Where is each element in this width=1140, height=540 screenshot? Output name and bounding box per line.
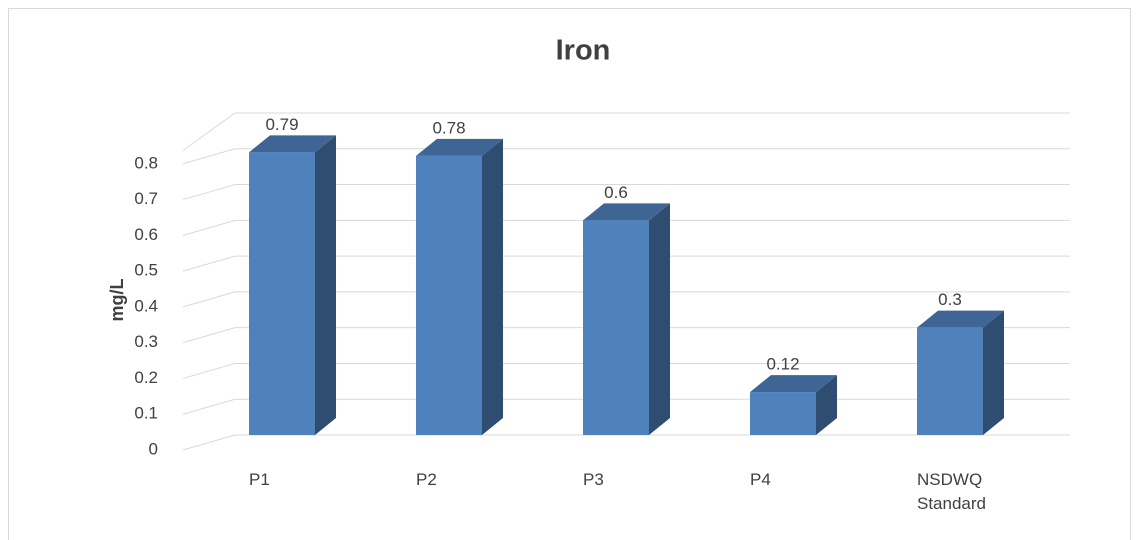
bar-side — [983, 310, 1004, 435]
bar — [249, 152, 315, 435]
y-axis-label: mg/L — [107, 278, 127, 321]
y-tick-label: 0.5 — [134, 261, 158, 280]
wall-edge — [182, 112, 236, 151]
y-tick-label: 0.1 — [134, 404, 158, 423]
grid-line — [182, 255, 236, 272]
chart-border — [8, 8, 1131, 540]
chart-title: Iron — [556, 35, 611, 67]
data-label: 0.79 — [265, 115, 298, 134]
data-label: 0.6 — [604, 183, 628, 202]
bar-side — [482, 138, 503, 435]
y-tick-label: 0.3 — [134, 332, 158, 351]
data-label: 0.12 — [766, 355, 799, 374]
y-tick-label: 0.2 — [134, 368, 158, 387]
grid-line — [182, 398, 236, 415]
y-tick-label: 0 — [149, 439, 158, 458]
bar-top — [249, 135, 336, 153]
bar-top — [917, 310, 1004, 328]
bar — [583, 220, 649, 435]
bar — [750, 392, 816, 435]
grid-line — [182, 184, 236, 201]
y-tick-label: 0.7 — [134, 189, 158, 208]
bar — [416, 155, 482, 435]
grid-line — [182, 219, 236, 236]
x-tick-label: P3 — [583, 470, 604, 489]
grid-line — [182, 327, 236, 344]
y-tick-label: 0.6 — [134, 225, 158, 244]
grid-line — [182, 148, 236, 165]
bar — [917, 327, 983, 435]
data-label: 0.78 — [432, 118, 465, 137]
y-tick-label: 0.8 — [134, 153, 158, 172]
bar-top — [583, 203, 670, 221]
bar-top — [750, 375, 837, 393]
x-tick-label: P4 — [750, 470, 771, 489]
x-tick-label: NSDWQ Standard — [917, 470, 986, 513]
grid-line — [182, 291, 236, 308]
bar-side — [315, 135, 336, 435]
y-tick-label: 0.4 — [134, 296, 158, 315]
data-label: 0.3 — [938, 290, 962, 309]
grid-line — [182, 434, 236, 451]
x-tick-label: P2 — [416, 470, 437, 489]
bar-side — [816, 375, 837, 435]
bar-side — [649, 203, 670, 435]
grid-line — [182, 362, 236, 379]
bar-top — [416, 138, 503, 156]
x-tick-label: P1 — [249, 470, 270, 489]
